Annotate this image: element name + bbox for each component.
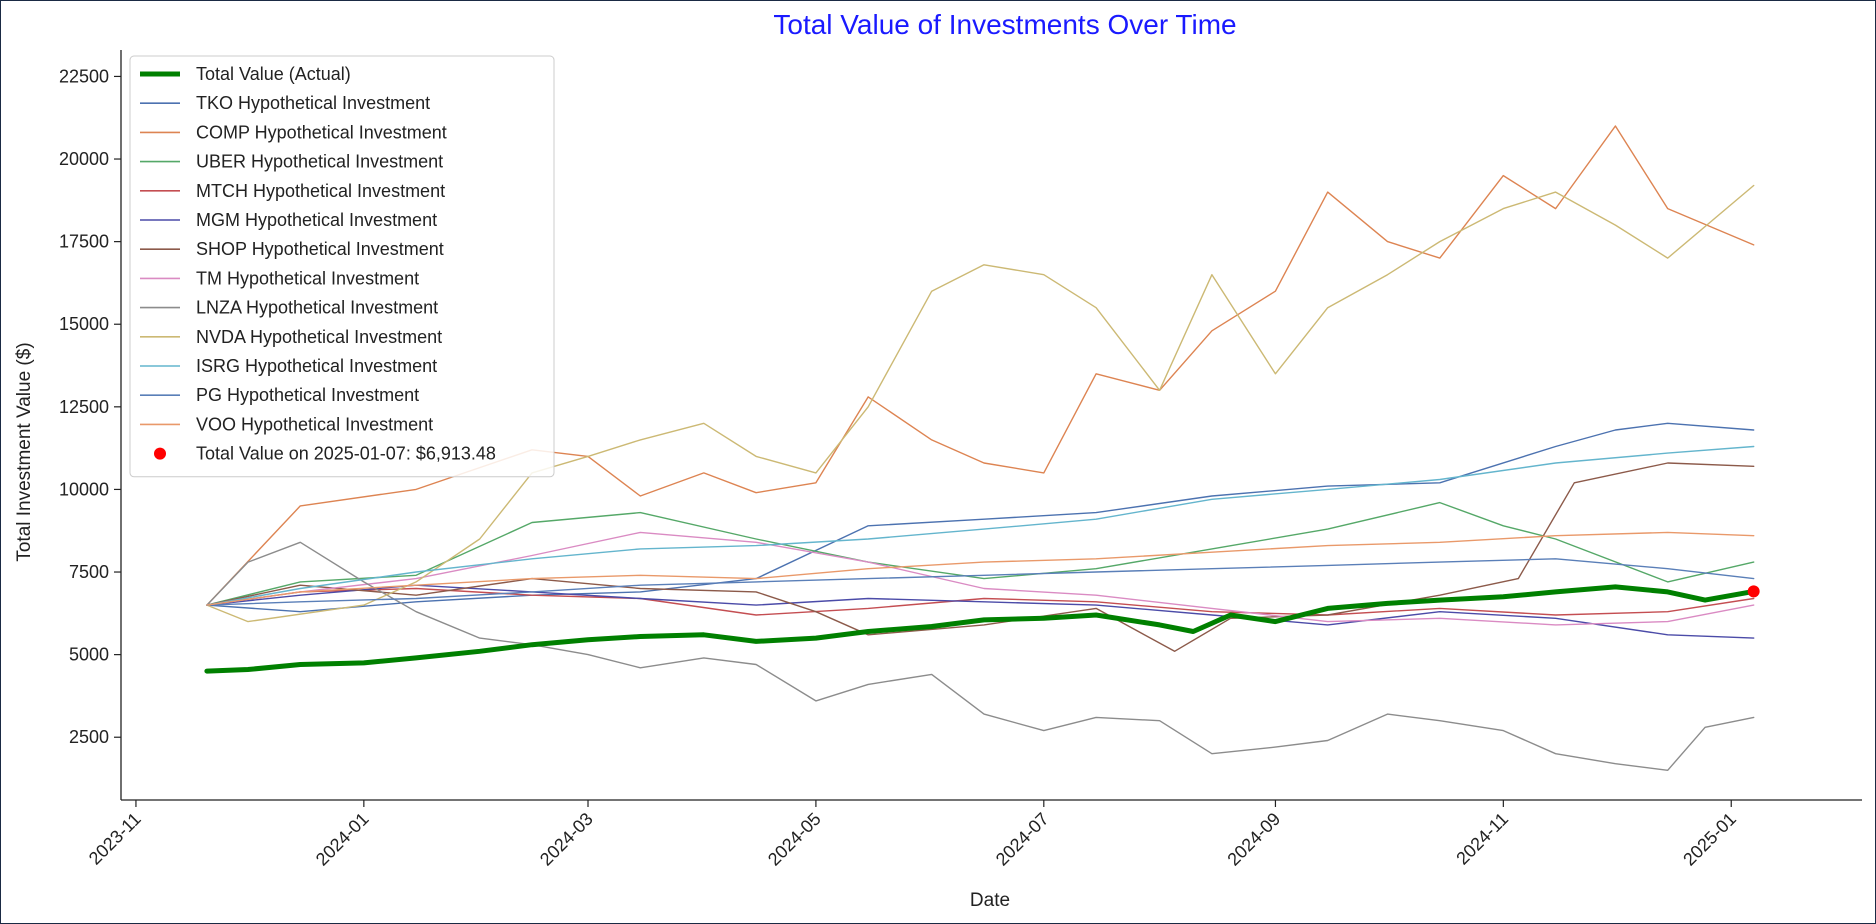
y-tick-label: 17500: [59, 232, 109, 252]
series-line-total: [204, 584, 1757, 674]
legend-label: TM Hypothetical Investment: [196, 268, 419, 288]
series-line-pg: [206, 558, 1755, 606]
chart-title: Total Value of Investments Over Time: [773, 9, 1236, 40]
y-tick-label: 7500: [69, 562, 109, 582]
series-line-lnza: [206, 541, 1755, 771]
x-tick-label: 2025-01: [1679, 809, 1740, 870]
legend-label: ISRG Hypothetical Investment: [196, 356, 437, 376]
x-tick-label: 2023-11: [85, 809, 145, 869]
series-line-tm: [206, 531, 1755, 626]
legend-marker-swatch: [154, 447, 166, 460]
x-axis-title: Date: [970, 890, 1010, 911]
y-axis-title: Total Investment Value ($): [14, 342, 35, 561]
total-value-marker: [1747, 585, 1760, 598]
series-line-voo: [206, 531, 1755, 606]
series-line-isrg: [206, 445, 1755, 606]
series-layer: [204, 125, 1757, 771]
series-line-mgm: [206, 584, 1755, 639]
x-tick-label: 2024-07: [992, 809, 1053, 870]
legend-label: COMP Hypothetical Investment: [196, 122, 447, 142]
y-tick-label: 15000: [59, 314, 109, 334]
x-tick-label: 2024-05: [764, 809, 825, 870]
legend-label: TKO Hypothetical Investment: [196, 93, 430, 113]
legend-label: Total Value on 2025-01-07: $6,913.48: [196, 444, 496, 464]
marker-layer: [1747, 585, 1760, 598]
x-tick-label: 2024-03: [536, 809, 597, 870]
y-tick-label: 20000: [59, 149, 109, 169]
legend-label: MGM Hypothetical Investment: [196, 210, 437, 230]
legend-label: SHOP Hypothetical Investment: [196, 239, 444, 259]
x-tick-label: 2024-01: [312, 809, 373, 870]
series-line-nvda: [206, 184, 1755, 623]
series-line-mtch: [206, 587, 1755, 616]
y-tick-label: 22500: [59, 66, 109, 86]
legend-label: UBER Hypothetical Investment: [196, 152, 443, 172]
series-line-tko: [206, 422, 1755, 613]
legend-label: VOO Hypothetical Investment: [196, 414, 433, 434]
legend: Total Value (Actual) TKO Hypothetical Inv…: [129, 55, 555, 478]
legend-label: MTCH Hypothetical Investment: [196, 181, 445, 201]
y-tick-label: 5000: [69, 645, 109, 665]
y-tick-label: 12500: [59, 397, 109, 417]
x-tick-label: 2024-09: [1223, 809, 1284, 870]
y-tick-label: 2500: [69, 727, 109, 747]
legend-label: NVDA Hypothetical Investment: [196, 327, 442, 347]
x-tick-label: 2024-11: [1452, 809, 1512, 869]
legend-label: LNZA Hypothetical Investment: [196, 298, 438, 318]
legend-box: [129, 55, 555, 478]
legend-label: PG Hypothetical Investment: [196, 385, 419, 405]
y-tick-label: 10000: [59, 479, 109, 499]
legend-label: Total Value (Actual): [196, 64, 351, 84]
